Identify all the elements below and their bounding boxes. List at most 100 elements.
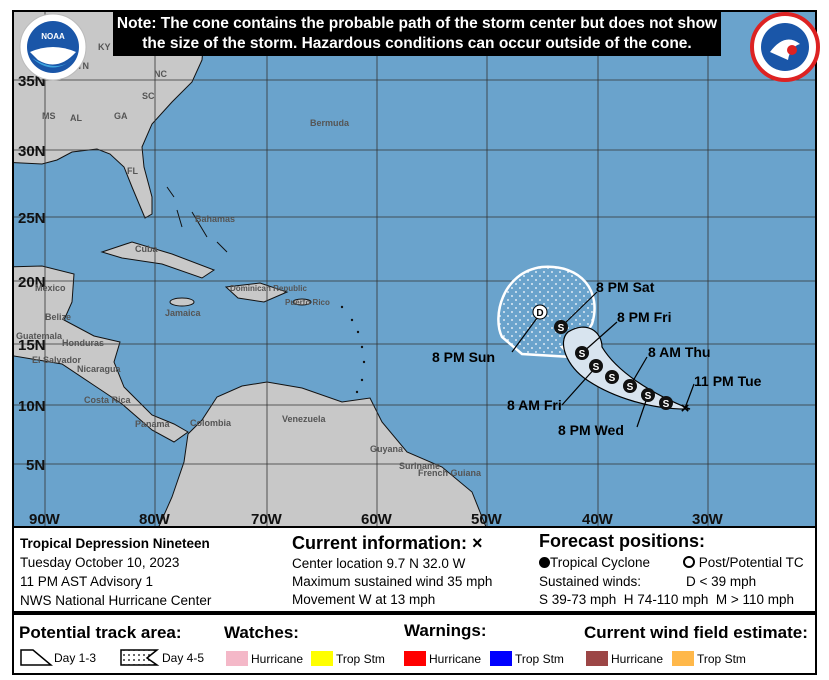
svg-text:Bermuda: Bermuda <box>310 118 350 128</box>
day-4-5-label: Day 4-5 <box>162 651 205 665</box>
track-labels: 8 PM Sun 8 PM Sat 8 PM Fri 8 AM Thu 11 P… <box>432 279 762 438</box>
tc-legend: Tropical Cyclone <box>539 555 650 570</box>
grid <box>14 12 815 526</box>
svg-text:French Guiana: French Guiana <box>418 468 482 478</box>
svg-text:Jamaica: Jamaica <box>165 308 202 318</box>
wind-hurricane-swatch <box>586 651 608 666</box>
svg-text:GA: GA <box>114 111 128 121</box>
watch-trop-swatch <box>311 651 333 666</box>
svg-text:Suriname: Suriname <box>399 461 440 471</box>
legend-panel: Potential track area: Day 1-3 Day 4-5 Wa… <box>12 613 817 675</box>
svg-text:Panama: Panama <box>135 419 171 429</box>
track-point-s: S <box>605 370 619 384</box>
watches-title: Watches: <box>224 623 299 642</box>
map: S S S S S S S D × 8 PM Sun 8 PM Sat 8 PM… <box>12 10 817 528</box>
watch-hurricane-label: Hurricane <box>251 652 304 666</box>
svg-text:Guyana: Guyana <box>370 444 404 454</box>
day-1-3-icon <box>20 649 53 666</box>
svg-text:10N: 10N <box>18 398 46 415</box>
svg-text:70W: 70W <box>251 511 283 528</box>
cuba <box>100 241 216 279</box>
storm-name: Tropical Depression Nineteen <box>20 536 210 551</box>
track-point-s: S <box>554 320 568 334</box>
svg-text:Cuba: Cuba <box>135 244 158 254</box>
svg-text:S: S <box>627 382 634 393</box>
nws-logo <box>750 12 820 82</box>
svg-text:25N: 25N <box>18 210 46 227</box>
track-point-s: S <box>623 379 637 393</box>
wind-hurricane-label: Hurricane <box>611 652 664 666</box>
cone-note: Note: The cone contains the probable pat… <box>113 12 721 56</box>
map-svg: S S S S S S S D × 8 PM Sun 8 PM Sat 8 PM… <box>14 12 815 528</box>
hispaniola <box>224 282 289 303</box>
svg-text:60W: 60W <box>361 511 393 528</box>
svg-text:Venezuela: Venezuela <box>282 414 327 424</box>
shm-categories: S 39-73 mph H 74-110 mph M > 110 mph <box>539 592 795 607</box>
open-circle-icon <box>683 556 695 568</box>
sustained-winds-label: Sustained winds: <box>539 574 642 589</box>
svg-text:Costa Rica: Costa Rica <box>84 395 132 405</box>
track-area-title: Potential track area: <box>19 623 182 642</box>
land <box>14 12 487 526</box>
watch-trop-label: Trop Stm <box>336 652 385 666</box>
svg-text:AL: AL <box>70 113 82 123</box>
track-points: S S S S S S S D × <box>532 304 690 417</box>
svg-text:8 PM Sun: 8 PM Sun <box>432 349 495 365</box>
svg-text:Dominican Republic: Dominican Republic <box>230 284 307 293</box>
advisory-date: Tuesday October 10, 2023 <box>20 555 180 570</box>
svg-text:Puerto Rico: Puerto Rico <box>285 298 330 307</box>
advisory-number: 11 PM AST Advisory 1 <box>20 574 154 589</box>
svg-text:8 PM Sat: 8 PM Sat <box>596 279 655 295</box>
wind-field-title: Current wind field estimate: <box>584 623 808 642</box>
svg-text:D: D <box>536 308 543 319</box>
svg-text:KY: KY <box>98 42 111 52</box>
track-point-s: S <box>659 396 673 410</box>
svg-text:20N: 20N <box>18 274 46 291</box>
svg-text:Nicaragua: Nicaragua <box>77 364 122 374</box>
svg-text:11 PM Tue: 11 PM Tue <box>694 373 762 389</box>
south-america <box>158 381 487 526</box>
svg-text:SC: SC <box>142 91 155 101</box>
svg-text:S: S <box>645 391 652 402</box>
svg-text:Colombia: Colombia <box>190 418 232 428</box>
lesser-antilles <box>340 305 366 394</box>
track-point-s: S <box>589 359 603 373</box>
forecast-title: Forecast positions: <box>539 531 706 551</box>
track-point-d: D <box>532 304 548 320</box>
movement: Movement W at 13 mph <box>292 592 436 607</box>
svg-text:90W: 90W <box>29 511 61 528</box>
issuing-center: NWS National Hurricane Center <box>20 593 212 608</box>
svg-text:Bahamas: Bahamas <box>195 214 235 224</box>
warning-hurricane-swatch <box>404 651 426 666</box>
svg-text:NC: NC <box>154 69 167 79</box>
info-panel: Tropical Depression Nineteen Tuesday Oct… <box>12 528 817 613</box>
track-point-s: S <box>575 346 589 360</box>
svg-text:15N: 15N <box>18 337 46 354</box>
svg-text:S: S <box>558 323 565 334</box>
watch-hurricane-swatch <box>226 651 248 666</box>
svg-text:Guatemala: Guatemala <box>16 331 63 341</box>
svg-text:8 AM Fri: 8 AM Fri <box>507 397 562 413</box>
warning-trop-swatch <box>490 651 512 666</box>
svg-text:NOAA: NOAA <box>41 32 65 41</box>
day-4-5-icon <box>120 649 160 666</box>
svg-text:MS: MS <box>42 111 56 121</box>
svg-text:30N: 30N <box>18 143 46 160</box>
track-point-s: S <box>641 388 655 402</box>
central-america <box>14 265 189 443</box>
svg-text:8 PM Fri: 8 PM Fri <box>617 309 671 325</box>
svg-text:El Salvador: El Salvador <box>32 355 82 365</box>
day-1-3-label: Day 1-3 <box>54 651 97 665</box>
current-info-title: Current information: × <box>292 533 483 553</box>
warning-hurricane-label: Hurricane <box>429 652 482 666</box>
note-line: Note: The cone contains the probable pat… <box>116 15 718 32</box>
filled-circle-icon <box>539 557 550 568</box>
svg-text:S: S <box>593 362 600 373</box>
svg-text:Mexico: Mexico <box>35 283 66 293</box>
puerto-rico <box>292 298 312 306</box>
note-line: the size of the storm. Hazardous conditi… <box>142 35 692 52</box>
place-labels: KY TN NC SC MS AL GA FL Bermuda Bahamas Cuba Mexic… <box>16 42 482 478</box>
svg-text:S: S <box>579 349 586 360</box>
svg-text:Belize: Belize <box>45 312 71 322</box>
